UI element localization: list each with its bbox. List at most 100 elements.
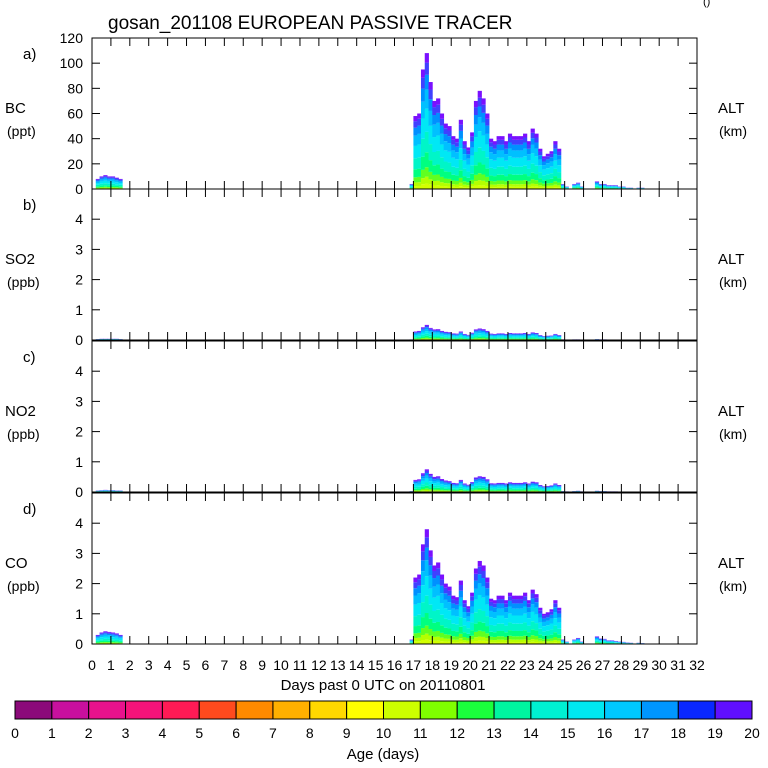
no2-bar-segment <box>485 489 490 491</box>
bc-bar-segment <box>466 177 471 183</box>
so2-bar-segment <box>557 337 562 338</box>
so2-bar-segment <box>413 337 418 339</box>
bc-bar-segment <box>420 77 426 89</box>
bc-bar-segment <box>118 180 123 182</box>
no2-bar <box>519 482 524 492</box>
no2-bar-segment <box>432 479 437 481</box>
no2-bar-segment <box>417 486 422 489</box>
so2-bar-segment <box>424 331 429 334</box>
no2-bar-segment <box>443 483 448 486</box>
co-bar-segment <box>492 618 497 626</box>
colorbar-tick-label: 18 <box>671 725 687 741</box>
no2-bar-segment <box>530 491 535 492</box>
so2-bar-segment <box>526 334 532 335</box>
so2-bar-segment <box>413 333 418 336</box>
bc-bar-segment <box>470 173 475 180</box>
no2-bar-segment <box>451 482 456 484</box>
no2-bar-segment <box>447 481 452 482</box>
corner-mark: () <box>703 0 710 8</box>
co-bar-segment <box>466 633 471 638</box>
no2-bar-segment <box>504 483 509 485</box>
so2-bar-segment <box>500 336 505 338</box>
so2-bar-segment <box>432 339 437 340</box>
bc-bar-segment <box>549 151 554 154</box>
co-bar-segment <box>504 632 509 637</box>
x-tick-label: 3 <box>145 657 153 673</box>
bc-bar-segment <box>496 174 501 181</box>
bc-bar-segment <box>489 159 494 168</box>
co-bar <box>458 580 463 644</box>
no2-bar-segment <box>466 486 471 488</box>
no2-bar-segment <box>443 488 448 491</box>
bc-bar-segment <box>500 139 505 145</box>
bc-bar-segment <box>424 89 429 109</box>
co-bar-segment <box>451 599 456 604</box>
so2-bar-segment <box>420 338 426 340</box>
bc-bar-segment <box>103 187 108 189</box>
bc-bar-segment <box>594 181 600 183</box>
co-bar-segment <box>473 640 479 644</box>
no2-bar-segment <box>470 482 475 483</box>
co-bar-segment <box>496 636 501 640</box>
co-bar-segment <box>470 635 475 640</box>
bc-bar-segment <box>485 113 490 119</box>
so2-bar-segment <box>436 337 441 339</box>
no2-bar-segment <box>417 479 422 481</box>
no2-bar-segment <box>473 488 479 490</box>
co-bar <box>606 640 611 644</box>
bc-bar-segment <box>492 141 497 145</box>
no2-bar-segment <box>541 490 547 492</box>
so2-bar-segment <box>413 335 418 337</box>
no2-bar <box>417 479 422 492</box>
bc-bar-segment <box>477 97 482 107</box>
no2-bar-segment <box>549 486 554 488</box>
bc-bar-segment <box>118 179 123 181</box>
bc-bar-segment <box>549 161 554 167</box>
so2-bar-segment <box>504 335 509 337</box>
bc-bar-segment <box>538 185 543 188</box>
co-bar-segment <box>439 585 445 594</box>
co-bar-segment <box>545 612 550 615</box>
so2-bar-segment <box>481 337 486 339</box>
so2-bar-segment <box>447 337 452 339</box>
co-bar <box>549 609 554 644</box>
bc-bar-segment <box>462 154 467 161</box>
no2-bar-segment <box>417 480 422 482</box>
co-bar-segment <box>466 642 471 644</box>
no2-bar-segment <box>496 488 501 490</box>
bc-bar-segment <box>489 167 494 176</box>
so2-bar-segment <box>538 338 543 340</box>
colorbar-tick-label: 13 <box>486 725 502 741</box>
co-bar-segment <box>458 590 463 598</box>
so2-bar-segment <box>443 338 448 340</box>
bc-bar-segment <box>413 135 418 146</box>
co-bar-segment <box>594 641 600 643</box>
no2-bar-segment <box>492 483 497 485</box>
no2-bar-segment <box>496 490 501 492</box>
so2-bar-segment <box>523 335 528 338</box>
bc-bar-segment <box>496 186 501 189</box>
bc-bar-segment <box>103 177 108 179</box>
co-bar-segment <box>99 642 104 643</box>
so2-bar <box>439 330 445 340</box>
so2-bar-segment <box>413 331 418 333</box>
bc-bar-segment <box>458 159 463 171</box>
x-tick-label: 0 <box>88 657 96 673</box>
bc-bar-segment <box>95 188 100 189</box>
no2-bar-segment <box>534 483 539 484</box>
no2-bar-segment <box>496 482 501 484</box>
co-bar <box>594 636 600 644</box>
bc-bar-segment <box>420 138 426 157</box>
no2-bar <box>557 485 562 492</box>
co-bar-segment <box>557 640 562 643</box>
bc-bar-segment <box>477 117 482 132</box>
bc-bar-segment <box>436 112 441 123</box>
bc-bar-segment <box>439 118 445 126</box>
bc-y-tick-label: 20 <box>67 156 83 172</box>
so2-bar-segment <box>485 336 490 338</box>
so2-bar-segment <box>504 336 509 338</box>
bc-bar-segment <box>515 166 520 175</box>
bc-bar-segment <box>118 188 123 189</box>
bc-bar-segment <box>439 113 445 119</box>
